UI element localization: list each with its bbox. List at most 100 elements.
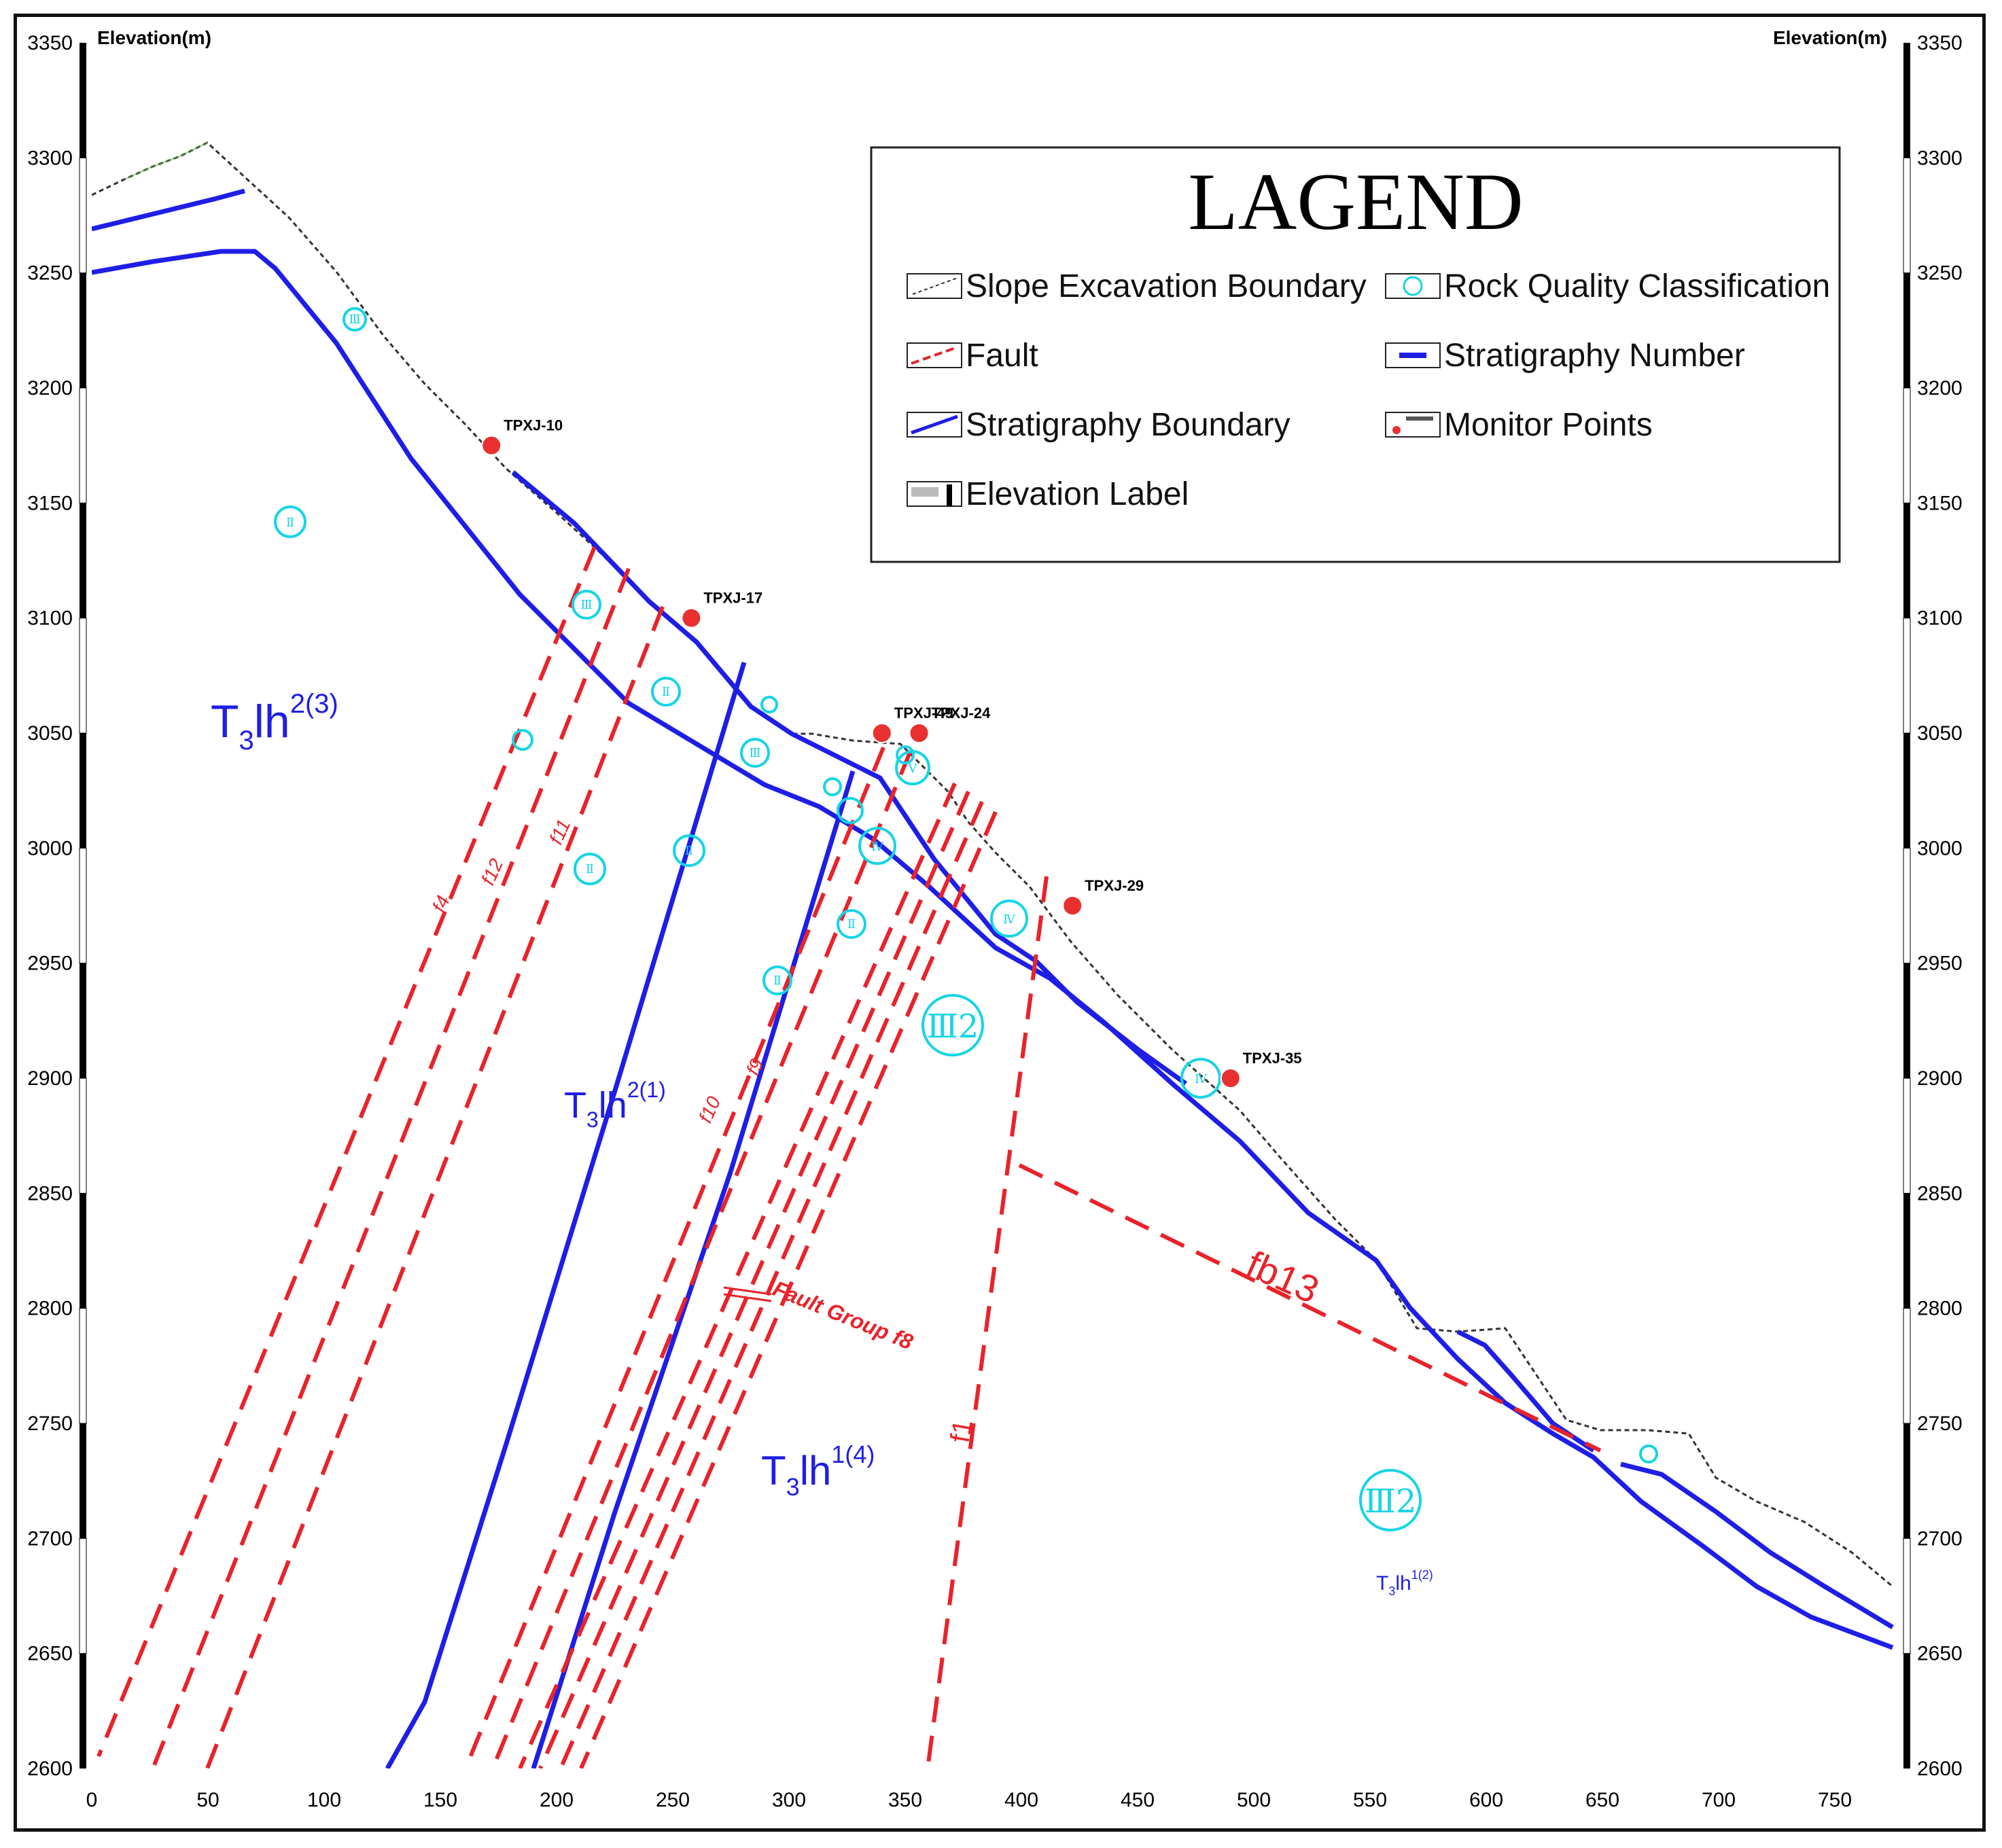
x-tick-label: 450 (1121, 1789, 1155, 1811)
y-tick-label-right: 3200 (1917, 377, 1963, 399)
fault-group-f8-b (538, 790, 970, 1769)
monitor-point-label: TPXJ-17 (703, 590, 762, 607)
y-tick-label-left: 2600 (27, 1758, 73, 1780)
x-tick-label: 150 (423, 1789, 457, 1811)
y-tick-label-left: 2900 (27, 1067, 73, 1090)
y-tick-label-left: 3150 (27, 492, 73, 514)
monitor-point-label: TPXJ-35 (1243, 1050, 1302, 1067)
y-tick-label-right: 2700 (1917, 1527, 1963, 1550)
monitor-point-marker (871, 723, 892, 743)
x-tick-label: 600 (1469, 1789, 1503, 1811)
fault-f4 (96, 546, 597, 1758)
legend-item-slope: Slope Excavation Boundary (907, 268, 1367, 304)
x-tick-label: 50 (196, 1789, 219, 1811)
stratigraphy-number-4: T3lh1(2) (1376, 1568, 1433, 1598)
fault-label-group: Fault Group f8 (769, 1276, 916, 1354)
svg-text:Ⅲ: Ⅲ (580, 598, 592, 612)
monitor-point: TPXJ-49 (871, 705, 953, 743)
x-tick-label: 350 (888, 1789, 922, 1811)
y-tick-label-right: 2900 (1917, 1067, 1963, 1090)
y-tick-label-left: 2650 (27, 1643, 73, 1665)
monitor-point: TPXJ-17 (681, 590, 762, 628)
faults (96, 546, 1602, 1769)
legend-box (870, 146, 1841, 563)
fault-group-f8-c (559, 800, 984, 1769)
svg-text:Ⅱ: Ⅱ (586, 862, 594, 876)
left-axis-label: Elevation(m) (97, 27, 211, 48)
stratigraphy-boundary-mid (511, 470, 1188, 1086)
fault-group-f8-d (579, 811, 998, 1769)
legend-item-fault: Fault (907, 338, 1038, 374)
rock-quality-markers (274, 307, 1658, 1463)
monitor-point-marker (1062, 895, 1083, 916)
fault-f11 (205, 605, 665, 1769)
monitor-point-label: TPXJ-49 (894, 705, 953, 722)
rock-class-large-2: Ⅲ2 (1359, 1469, 1422, 1531)
y-tick-label-left: 2700 (27, 1527, 73, 1550)
left-elevation-scale (79, 157, 87, 1654)
monitor-point-marker (481, 435, 502, 456)
legend-label-stratigraphy-number: Stratigraphy Number (1444, 338, 1745, 374)
y-tick-label-right: 2650 (1917, 1643, 1963, 1665)
x-tick-label: 250 (656, 1789, 690, 1811)
y-tick-label-left: 3000 (27, 837, 73, 859)
svg-text:Ⅳ: Ⅳ (871, 840, 884, 854)
y-tick-label-right: 3250 (1917, 262, 1963, 285)
rock-class-large-1: Ⅲ2 (921, 994, 984, 1056)
fault-f9 (491, 749, 913, 1769)
svg-text:Ⅲ2: Ⅲ2 (927, 1008, 979, 1046)
y-tick-label-right: 3100 (1917, 607, 1963, 630)
fault-label-fb13: fb13 (1240, 1242, 1325, 1311)
figure-frame: Elevation(m) Elevation(m) 3350 3300 3250 32… (14, 14, 1986, 1832)
legend: LAGEND Slope Excavation Boundary Rock Qu… (870, 146, 1841, 563)
right-axis-label: Elevation(m) (1773, 27, 1887, 48)
legend-item-elevation-label: Elevation Label (907, 476, 1189, 512)
legend-label-slope: Slope Excavation Boundary (966, 268, 1367, 304)
monitor-point: TPXJ-10 (481, 417, 563, 456)
y-tick-label-right: 3000 (1917, 837, 1963, 859)
y-tick-label-left: 2950 (27, 953, 73, 975)
x-tick-label: 550 (1353, 1789, 1387, 1811)
stratigraphy-steep-1 (385, 661, 747, 1769)
y-tick-label-right: 2600 (1917, 1758, 1963, 1780)
x-ticks: 0 50 100 150 200 250 300 350 400 450 500 550 600 650 7… (86, 1789, 1852, 1811)
y-tick-label-right: 3050 (1917, 722, 1963, 745)
fault-f10 (463, 746, 885, 1769)
svg-text:Ⅱ: Ⅱ (662, 685, 670, 699)
stratigraphy-boundary-upper (92, 188, 245, 232)
legend-item-stratigraphy-boundary: Stratigraphy Boundary (907, 407, 1290, 443)
x-tick-label: 650 (1585, 1789, 1619, 1811)
legend-item-stratigraphy-number: Stratigraphy Number (1385, 338, 1745, 374)
svg-text:Ⅲ: Ⅲ (749, 746, 760, 760)
y-tick-label-right: 2750 (1917, 1412, 1963, 1435)
stratigraphy-number-3: T3lh1(4) (761, 1440, 875, 1501)
monitor-point-label: TPXJ-24 (932, 705, 991, 722)
y-tick-label-left: 3100 (27, 607, 73, 630)
fault-fb13 (1018, 1163, 1602, 1453)
monitor-point: TPXJ-24 (909, 705, 991, 743)
svg-text:Ⅱ: Ⅱ (847, 917, 856, 931)
x-tick-label: 0 (86, 1789, 98, 1811)
fault-group-f8-a (518, 782, 957, 1769)
y-tick-label-right: 3350 (1917, 32, 1963, 54)
x-tick-label: 400 (1004, 1789, 1038, 1811)
x-tick-label: 500 (1237, 1789, 1271, 1811)
svg-text:Ⅱ: Ⅱ (286, 516, 294, 530)
y-tick-label-right: 2800 (1917, 1298, 1963, 1320)
stratigraphy-boundary-lower (92, 249, 1894, 1650)
legend-label-stratigraphy-boundary: Stratigraphy Boundary (966, 407, 1290, 443)
right-y-ticks: 3350 3300 3250 3200 3150 3100 3050 3000 2950 2900… (1917, 32, 1963, 1780)
legend-item-monitor-points: Monitor Points (1385, 407, 1653, 443)
legend-label-monitor-points: Monitor Points (1444, 407, 1653, 443)
x-tick-label: 100 (307, 1789, 341, 1811)
monitor-point-marker (681, 607, 702, 628)
x-tick-label: 300 (772, 1789, 806, 1811)
fault-label-f10: f10 (695, 1093, 724, 1126)
svg-text:Ⅴ: Ⅴ (908, 762, 918, 776)
monitor-point-label: TPXJ-29 (1085, 877, 1144, 894)
y-tick-label-right: 3300 (1917, 147, 1963, 169)
left-y-ticks: 3350 3300 3250 3200 3150 3100 3050 3000 2950 2900… (27, 32, 73, 1780)
geologic-section-diagram: Elevation(m) Elevation(m) 3350 3300 3250 32… (27, 27, 1963, 1811)
y-tick-label-left: 2850 (27, 1182, 73, 1205)
